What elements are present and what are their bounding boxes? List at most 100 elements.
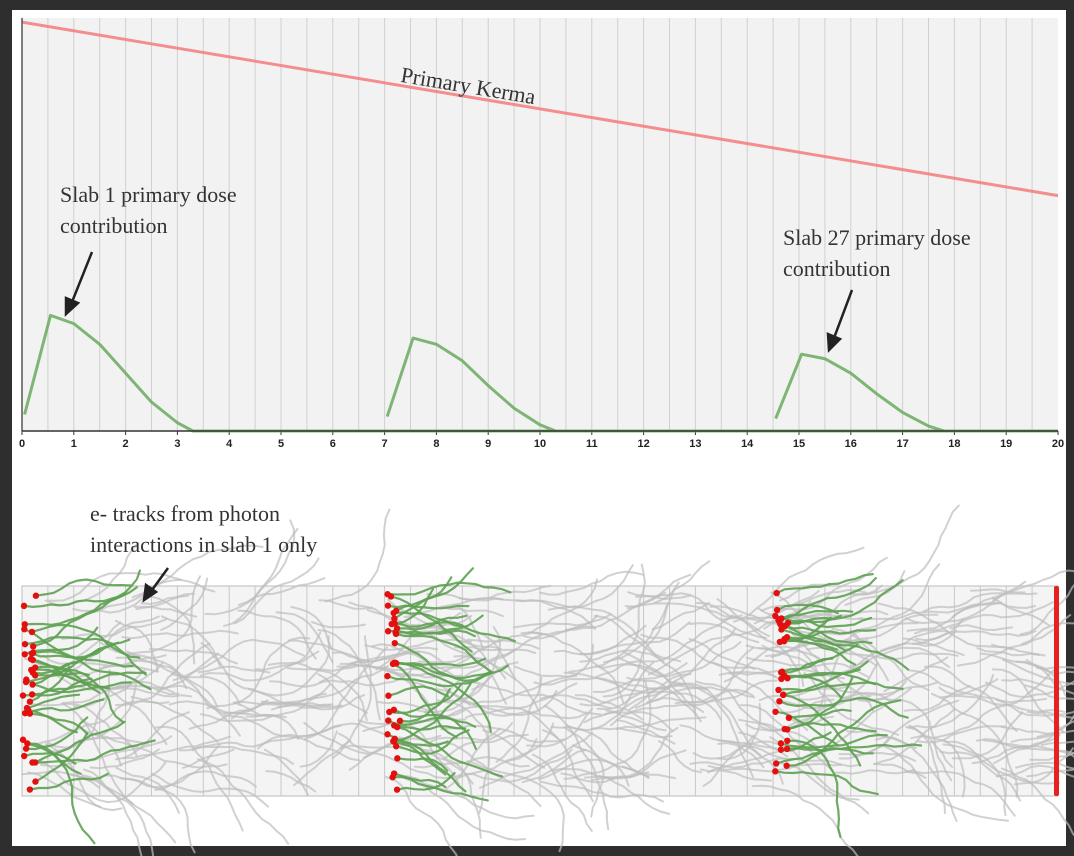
interaction-point (21, 651, 28, 658)
x-tick-label: 3 (174, 438, 180, 450)
track (28, 772, 109, 791)
track (449, 596, 504, 608)
track (780, 628, 910, 671)
track (442, 733, 529, 760)
track (396, 726, 504, 778)
track (512, 613, 612, 629)
interaction-point (26, 786, 34, 793)
interaction-point (784, 619, 792, 627)
track (778, 697, 909, 719)
track (160, 615, 221, 668)
interaction-point (393, 786, 401, 793)
track (115, 656, 219, 708)
track (590, 726, 679, 782)
track (454, 646, 537, 654)
track (716, 598, 805, 687)
interaction-point (21, 626, 28, 633)
track (31, 739, 156, 764)
track (463, 748, 573, 783)
track (1020, 622, 1074, 646)
track (72, 589, 151, 612)
track (234, 557, 320, 625)
track (783, 674, 842, 699)
series-line (385, 336, 557, 433)
annotation: Slab 27 primary dose (783, 225, 971, 250)
x-tick-label: 14 (741, 438, 754, 450)
track (781, 698, 835, 714)
track (393, 642, 492, 683)
track (168, 700, 222, 714)
track (398, 774, 535, 820)
interaction-point (772, 768, 779, 775)
dose-chart: 0 1 2 3 4 5 6 7 8 9 10 11 12 13 14 15 16 17 18 19 20 (19, 18, 1064, 450)
track (287, 639, 420, 663)
track (388, 683, 463, 715)
annotation: contribution (60, 213, 168, 238)
track (1013, 747, 1074, 786)
interaction-point (780, 638, 788, 645)
track (779, 579, 904, 626)
track (560, 771, 650, 784)
track (873, 708, 956, 766)
track (434, 741, 542, 808)
x-tick-label: 2 (123, 438, 129, 450)
track (160, 577, 209, 631)
interaction-point (777, 740, 785, 747)
interaction-point (391, 615, 398, 622)
track (623, 651, 695, 709)
track (197, 665, 271, 674)
x-tick-label: 5 (278, 438, 284, 450)
track (783, 638, 839, 651)
interaction-point (784, 737, 791, 745)
annotation: Slab 1 primary dose (60, 182, 237, 207)
interaction-point (390, 770, 398, 777)
track (223, 714, 360, 762)
track (906, 601, 1036, 632)
track (390, 621, 464, 628)
x-tick-label: 11 (586, 438, 598, 450)
track (495, 676, 543, 763)
track (133, 605, 198, 618)
track (782, 668, 861, 696)
track (299, 730, 338, 768)
track (702, 734, 755, 788)
track (197, 758, 290, 845)
interaction-point (781, 672, 788, 680)
x-tick-label: 17 (896, 438, 908, 450)
interaction-point (396, 717, 404, 725)
track (99, 684, 168, 746)
track (303, 646, 388, 740)
track (1023, 684, 1074, 700)
track (991, 668, 1065, 734)
track (579, 621, 691, 656)
track (1036, 714, 1074, 738)
track (61, 618, 168, 640)
track (523, 625, 595, 640)
x-tick-label: 13 (689, 438, 701, 450)
track (419, 614, 473, 631)
track (626, 676, 702, 723)
interaction-point (385, 717, 392, 724)
interaction-point (29, 681, 36, 688)
track (865, 697, 953, 782)
track (391, 662, 458, 739)
x-tick-label: 4 (226, 438, 233, 450)
interaction-point (20, 752, 28, 760)
boundary-bar (1054, 586, 1059, 796)
track (362, 721, 461, 786)
track (505, 722, 555, 762)
track (640, 633, 776, 679)
track (539, 570, 645, 596)
track (732, 546, 865, 623)
track (303, 721, 370, 755)
interaction-point (776, 698, 783, 705)
track (44, 572, 182, 602)
track (995, 698, 1074, 717)
track (939, 750, 1060, 785)
track (61, 702, 135, 806)
track (389, 595, 473, 653)
track (149, 595, 196, 665)
track (821, 687, 912, 751)
track (393, 724, 467, 731)
